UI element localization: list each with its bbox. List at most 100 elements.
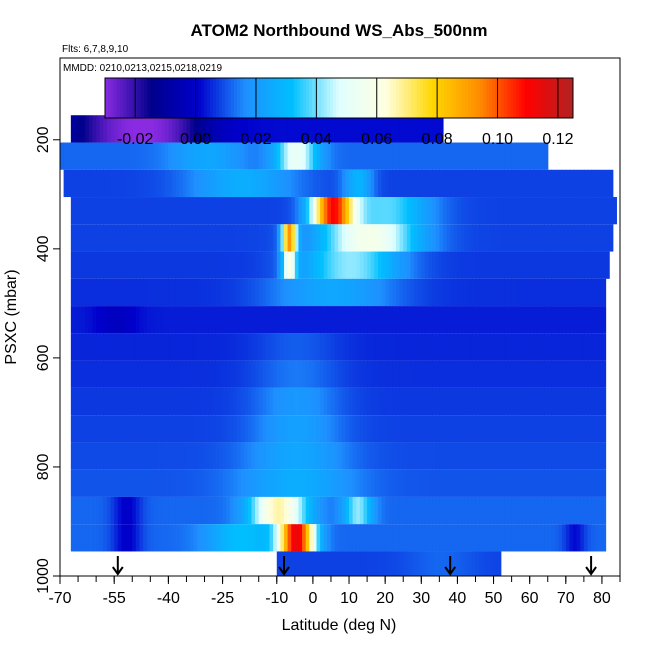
heatmap-cell [392,469,397,497]
heatmap-cell [193,306,198,334]
heatmap-cell [143,333,148,361]
heatmap-cell [139,496,144,525]
heatmap-cell [377,115,383,143]
heatmap-cell [370,387,375,416]
heatmap-cell [374,142,379,170]
heatmap-cell [453,251,459,279]
heatmap-cell [446,415,451,443]
heatmap-cell [442,224,448,252]
heatmap-cell [432,224,437,252]
heatmap-cell [598,387,603,416]
heatmap-cell [554,387,560,416]
heatmap-cell [200,415,206,443]
heatmap-cell [190,197,195,225]
heatmap-cell [450,387,455,416]
heatmap-cell [547,197,552,225]
heatmap-cell [562,387,567,416]
heatmap-cell [92,142,97,170]
heatmap-cell [392,387,397,416]
heatmap-cell [414,197,419,225]
heatmap-cell [172,442,177,470]
heatmap-cell [399,142,404,170]
heatmap-cell [533,278,538,307]
heatmap-cell [132,169,137,198]
heatmap-cell [500,524,505,552]
heatmap-cell [356,115,361,143]
heatmap-cell [215,387,220,416]
heatmap-cell [576,278,581,307]
heatmap-cell [92,251,97,279]
heatmap-cell [312,551,318,576]
heatmap-cell [583,278,589,307]
heatmap-cell [247,115,253,143]
colorbar-swatch [162,78,166,118]
heatmap-cell [450,169,455,198]
heatmap-cell [143,142,148,170]
x-tick-label: -40 [157,590,180,607]
heatmap-cell [580,306,585,334]
heatmap-cell [381,469,386,497]
heatmap-cell [533,360,538,388]
heatmap-cell [573,333,578,361]
heatmap-cell [229,469,235,497]
heatmap-cell [172,524,177,552]
heatmap-cell [406,469,412,497]
heatmap-cell [511,333,516,361]
colorbar: -0.02 0.00 0.02 0.04 0.06 0.08 0.10 0.12 [104,77,574,148]
heatmap-cell [529,524,534,552]
heatmap-cell [168,169,173,198]
heatmap-cell [330,224,336,252]
heatmap-cell [424,224,430,252]
heatmap-cell [533,496,538,525]
heatmap-cell [320,551,325,576]
heatmap-cell [533,469,538,497]
heatmap-cell [345,197,350,225]
heatmap-cell [540,306,545,334]
heatmap-cell [330,197,336,225]
heatmap-cell [179,224,184,252]
heatmap-cell [168,333,173,361]
heatmap-row [70,278,607,307]
heatmap-cell [92,169,97,198]
heatmap-cell [558,306,563,334]
heatmap-cell [88,278,94,307]
heatmap-cell [204,442,209,470]
heatmap-cell [446,224,451,252]
heatmap-cell [222,333,227,361]
heatmap-cell [554,442,560,470]
heatmap-cell [533,224,538,252]
heatmap-cell [341,197,347,225]
heatmap-cell [428,496,433,525]
colorbar-swatch [528,78,532,118]
heatmap-cell [345,251,350,279]
heatmap-cell [341,496,347,525]
colorbar-swatch [141,78,145,118]
heatmap-cell [374,496,379,525]
heatmap-cell [341,278,347,307]
heatmap-cell [237,251,242,279]
heatmap-cell [305,197,310,225]
heatmap-cell [265,278,271,307]
heatmap-cell [287,551,292,576]
heatmap-cell [121,496,126,525]
heatmap-cell [388,115,393,143]
heatmap-cell [396,524,401,552]
colorbar-swatch [483,78,487,118]
heatmap-cell [262,469,267,497]
heatmap-cell [396,306,401,334]
heatmap-cell [240,169,245,198]
heatmap-cell [414,524,419,552]
heatmap-cell [175,333,180,361]
heatmap-cell [468,415,473,443]
heatmap-cell [74,169,79,198]
heatmap-cell [446,524,451,552]
heatmap-cell [81,169,86,198]
heatmap-cell [486,469,491,497]
heatmap-cell [92,496,97,525]
x-tick-label: -10 [265,590,288,607]
heatmap-cell [85,496,90,525]
heatmap-cell [540,387,545,416]
heatmap-cell [396,333,401,361]
heatmap-cell [399,469,404,497]
heatmap-cell [81,278,86,307]
